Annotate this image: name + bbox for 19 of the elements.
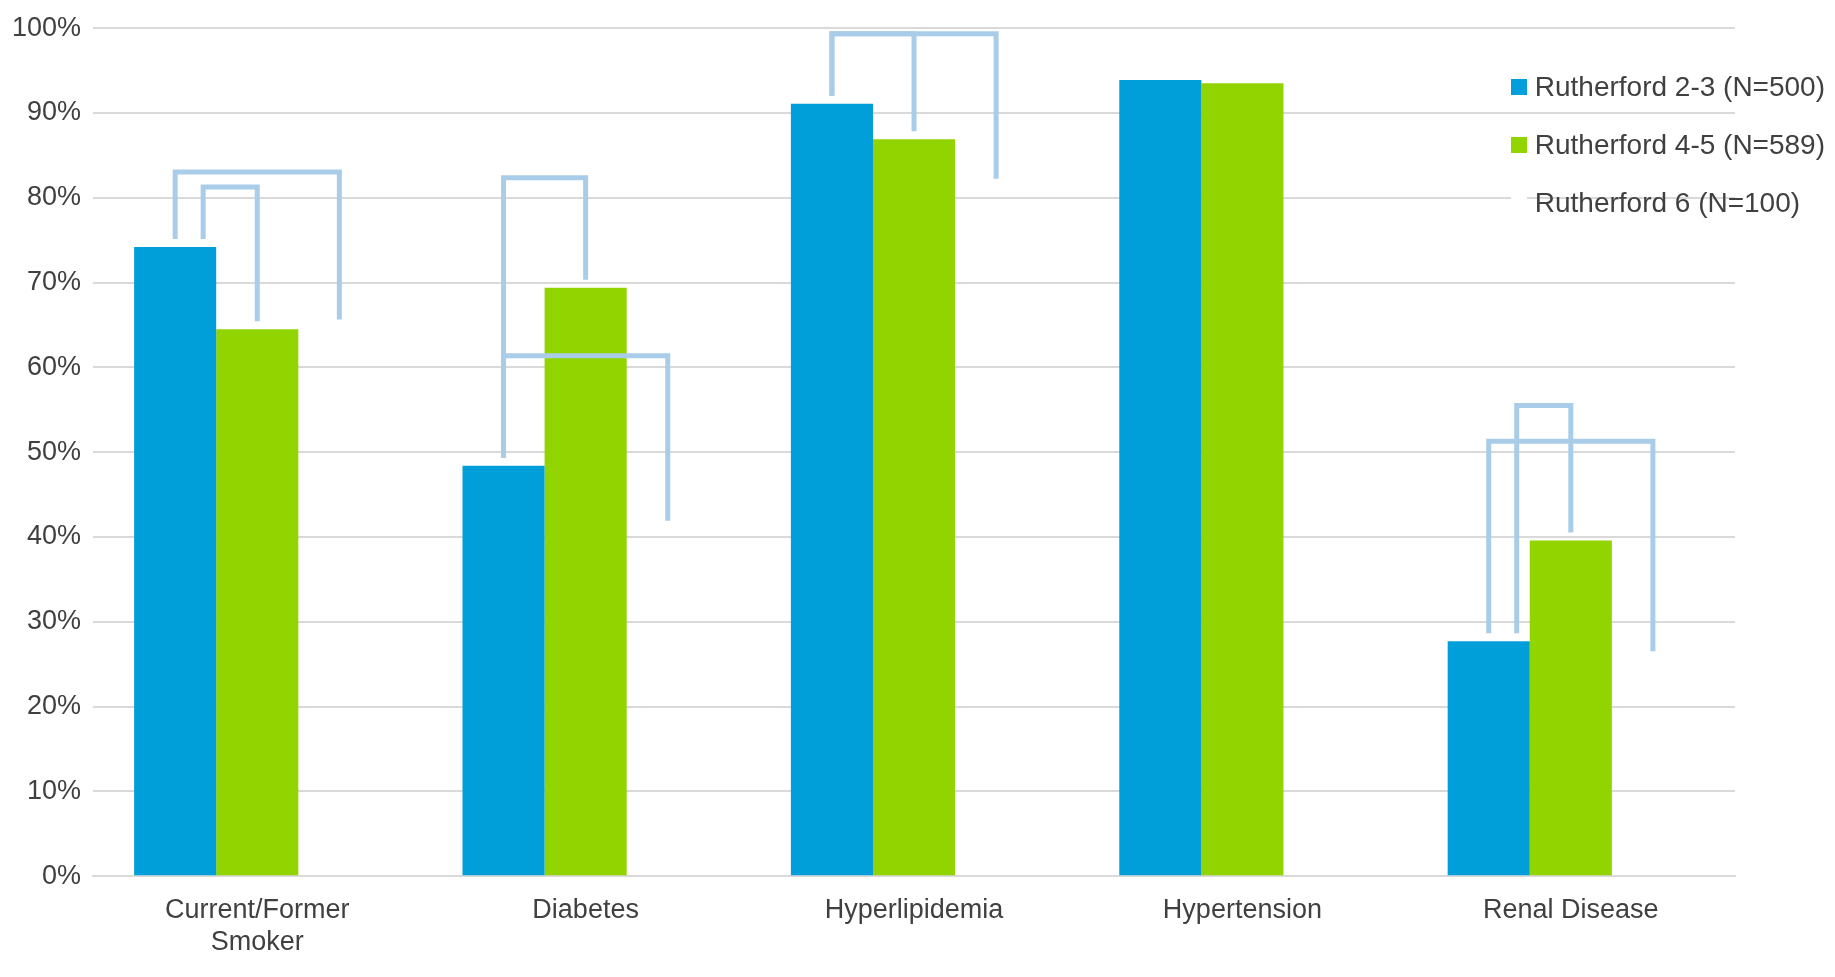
y-tick-label: 20%	[27, 690, 82, 721]
legend-label: Rutherford 4-5 (N=589)	[1534, 129, 1825, 161]
y-tick-label: 100%	[11, 11, 82, 42]
y-tick-label: 80%	[27, 181, 82, 212]
y-tick-label: 40%	[27, 520, 82, 551]
y-tick-label: 50%	[27, 435, 82, 466]
y-tick-label: 0%	[42, 859, 82, 890]
x-tick-label: Hypertension	[1162, 893, 1322, 924]
x-tick-label: Diabetes	[532, 893, 639, 924]
legend-label: Rutherford 6 (N=100)	[1534, 187, 1801, 219]
y-tick-label: 70%	[27, 266, 82, 297]
x-tick-label: Current/Former Smoker	[164, 893, 350, 957]
legend-label: Rutherford 2-3 (N=500)	[1534, 71, 1825, 103]
x-tick-label: Hyperlipidemia	[824, 893, 1005, 924]
y-tick-label: 60%	[27, 350, 82, 381]
x-tick-label: Renal Disease	[1483, 893, 1659, 924]
y-tick-label: 30%	[27, 605, 82, 636]
y-tick-label: 90%	[27, 96, 82, 127]
y-tick-label: 10%	[27, 774, 82, 805]
